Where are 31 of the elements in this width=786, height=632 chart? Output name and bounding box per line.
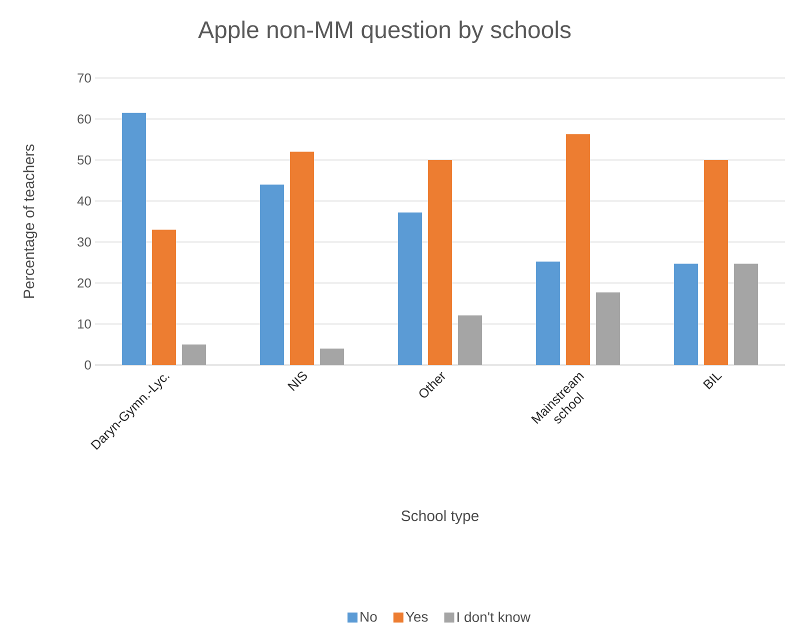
bar [290,152,314,365]
bar [536,262,560,365]
y-tick-label: 50 [78,155,91,165]
bar [122,112,146,365]
bar [398,212,422,365]
chart-title: Apple non-MM question by schools [198,20,571,44]
bar [260,184,284,365]
bar [182,344,206,365]
y-tick-label: 20 [78,278,91,288]
x-tick-label: NIS [288,372,307,391]
x-axis-title: School type [401,510,478,524]
bar [152,230,176,365]
legend-label: No [360,612,377,622]
bar [428,160,452,365]
x-tick-label: BIL [702,373,722,390]
y-tick-label: 0 [84,360,91,370]
bar [704,160,728,365]
bar [596,292,620,365]
legend-label: I don't know [458,612,531,622]
y-tick-label: 40 [77,196,91,206]
bar [566,134,590,365]
bar [734,264,758,365]
bar [674,264,698,365]
y-tick-label: 70 [78,73,91,83]
bar [458,315,482,365]
y-tick-label: 10 [78,319,91,329]
bar [320,348,344,365]
y-tick-label: 30 [78,237,91,247]
legend-label: Yes [406,612,428,622]
y-axis-title: Percentage of teachers [23,144,38,298]
y-tick-label: 60 [78,114,91,124]
